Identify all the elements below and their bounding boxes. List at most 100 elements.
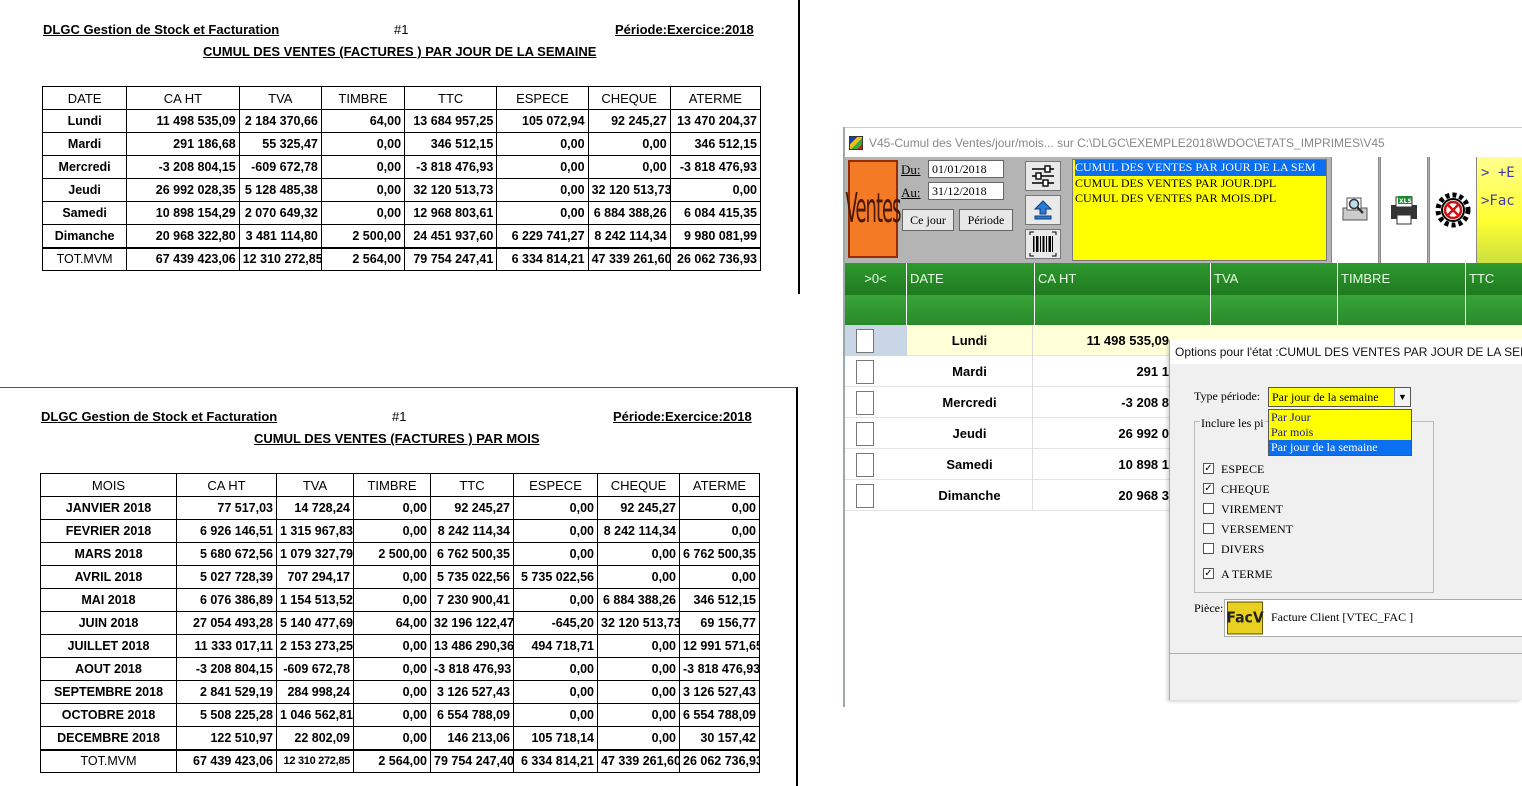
piece-field[interactable]: FacV Facture Client [VTEC_FAC ] — [1224, 599, 1522, 637]
dialog-separator — [1170, 653, 1522, 654]
column-header: TIMBRE — [353, 473, 431, 497]
report-list-item[interactable]: CUMUL DES VENTES PAR JOUR DE LA SEM — [1075, 160, 1326, 176]
table-row: MAI 2018 6 076 386,89 1 154 513,52 0,00 7 23… — [40, 588, 760, 612]
table-row: SEPTEMBRE 2018 2 841 529,19 284 998,24 0,00… — [40, 680, 760, 704]
checkbox-box[interactable]: ✓ — [1203, 568, 1214, 579]
report-company: DLGC Gestion de Stock et Facturation — [41, 409, 278, 424]
total-cell: 6 334 814,21 — [496, 246, 589, 271]
row-label: DECEMBRE 2018 — [40, 726, 177, 750]
dropdown-option-par-jour[interactable]: Par Jour — [1271, 410, 1311, 424]
grid-cell-ca-ht: 20 968 3 — [1118, 488, 1169, 503]
row-checkbox[interactable] — [856, 484, 874, 508]
row-checkbox[interactable] — [856, 329, 874, 353]
report-list-item[interactable]: CUMUL DES VENTES PAR JOUR.DPL — [1075, 175, 1277, 190]
app-icon — [849, 136, 863, 150]
table-cell: 2 841 529,19 — [176, 680, 277, 704]
table-header-row: MOIS CA HT TVA TIMBRE TTC ESPECE CHEQUE ATERME — [40, 473, 760, 497]
table-cell: 0,00 — [679, 519, 760, 543]
dropdown-option-par-mois[interactable]: Par mois — [1271, 425, 1314, 439]
column-header: CHEQUE — [587, 86, 671, 110]
report-title: CUMUL DES VENTES (FACTURES ) PAR JOUR DE… — [203, 44, 597, 59]
checkbox-box[interactable]: ✓ — [1203, 483, 1214, 494]
row-checkbox[interactable] — [856, 453, 874, 477]
table-cell: -3 818 476,93 — [430, 657, 514, 681]
table-cell: 707 294,17 — [276, 565, 354, 589]
table-cell: 0,00 — [353, 519, 431, 543]
table-cell: 146 213,06 — [430, 726, 514, 750]
table-cell: 12 991 571,65 — [679, 634, 760, 658]
grid-header-date[interactable]: DATE — [907, 263, 1035, 295]
table-cell: 32 196 122,47 — [430, 611, 514, 635]
table-cell: -609 672,78 — [276, 657, 354, 681]
table-cell: 5 128 485,38 — [238, 178, 322, 202]
table-cell: 32 120 513,73 — [404, 178, 498, 202]
column-header: CA HT — [176, 473, 277, 497]
grid-header-tva[interactable]: TVA — [1211, 263, 1338, 295]
table-cell: 10 898 154,29 — [126, 201, 240, 225]
table-row: Mardi 291 186,68 55 325,47 0,00 346 512,15 0,… — [41, 132, 762, 156]
checkbox-label: VIREMENT — [1221, 502, 1283, 516]
chevron-down-icon[interactable]: ▼ — [1394, 388, 1410, 406]
svg-text:XLS: XLS — [1399, 198, 1412, 205]
window-title: V45-Cumul des Ventes/jour/mois... sur C:… — [869, 136, 1385, 150]
right-info-line: >Fac — [1481, 193, 1515, 209]
dropdown-option-par-jour-semaine[interactable]: Par jour de la semaine — [1269, 440, 1411, 455]
checkbox-box[interactable] — [1203, 503, 1214, 514]
type-periode-dropdown[interactable]: Par Jour Par mois Par jour de la semaine — [1268, 409, 1412, 456]
type-periode-select[interactable]: Par jour de la semaine ▼ — [1268, 387, 1411, 407]
table-cell: 0,00 — [513, 496, 598, 520]
total-cell: 12 310 272,85 — [238, 246, 322, 271]
table-cell: 24 451 937,60 — [404, 224, 498, 248]
table-cell: 0,00 — [597, 680, 680, 704]
row-label: AVRIL 2018 — [40, 565, 177, 589]
table-cell: 2 070 649,32 — [238, 201, 322, 225]
checkbox-box[interactable]: ✓ — [1203, 463, 1214, 474]
row-checkbox[interactable] — [856, 422, 874, 446]
row-checkbox[interactable] — [856, 391, 874, 415]
column-header: MOIS — [40, 473, 177, 497]
piece-value: Facture Client [VTEC_FAC ] — [1271, 610, 1414, 624]
checkbox-label: CHEQUE — [1221, 482, 1270, 496]
type-periode-value: Par jour de la semaine — [1272, 390, 1379, 404]
excel-print-icon[interactable]: XLS — [1380, 157, 1428, 263]
gear-exit-icon[interactable] — [1429, 157, 1477, 263]
au-date-field[interactable]: 31/12/2018 — [928, 182, 1004, 200]
total-row: TOT.MVM 67 439 423,06 12 310 272,85 2 564,0… — [41, 246, 762, 271]
toolbar: Ventes Du: 01/01/2018 Au: 31/12/2018 Ce … — [845, 157, 1522, 263]
grid-header-toggle[interactable]: >0< — [845, 263, 907, 295]
table-cell: 92 245,27 — [597, 496, 680, 520]
table-cell: 0,00 — [496, 132, 589, 156]
row-label: AOUT 2018 — [40, 657, 177, 681]
app-window: V45-Cumul des Ventes/jour/mois... sur C:… — [843, 127, 1522, 707]
total-cell: 67 439 423,06 — [176, 748, 277, 773]
checkbox-box[interactable] — [1203, 543, 1214, 554]
grid-header-timbre[interactable]: TIMBRE — [1338, 263, 1466, 295]
table-row: Jeudi 26 992 028,35 5 128 485,38 0,00 32 120… — [41, 178, 762, 202]
grid-header-ttc[interactable]: TTC — [1469, 271, 1495, 286]
barcode-icon[interactable] — [1025, 229, 1061, 259]
table-row: Samedi 10 898 154,29 2 070 649,32 0,00 12 96… — [41, 201, 762, 225]
ventes-button[interactable]: Ventes — [846, 160, 901, 258]
report-list[interactable]: CUMUL DES VENTES PAR JOUR DE LA SEM CUMU… — [1072, 159, 1327, 261]
table-row: FEVRIER 2018 6 926 146,51 1 315 967,83 0,00… — [40, 519, 760, 543]
checkbox-box[interactable] — [1203, 523, 1214, 534]
table-cell: 0,00 — [597, 657, 680, 681]
du-date-field[interactable]: 01/01/2018 — [928, 160, 1004, 178]
print-preview-icon[interactable] — [1331, 157, 1379, 263]
report-list-item[interactable]: CUMUL DES VENTES PAR MOIS.DPL — [1075, 191, 1277, 205]
settings-sliders-icon[interactable] — [1025, 161, 1061, 191]
table-cell: 6 084 415,35 — [669, 201, 762, 225]
window-titlebar[interactable]: V45-Cumul des Ventes/jour/mois... sur C:… — [845, 127, 1522, 157]
table-cell: 2 500,00 — [320, 224, 406, 248]
table-cell: 0,00 — [597, 703, 680, 727]
ce-jour-button[interactable]: Ce jour — [902, 209, 954, 231]
table-cell: 0,00 — [679, 496, 760, 520]
upload-icon[interactable] — [1025, 195, 1061, 225]
table-cell: 0,00 — [353, 565, 431, 589]
grid-header-ca-ht[interactable]: CA HT — [1035, 263, 1211, 295]
table-cell: 6 926 146,51 — [176, 519, 277, 543]
table-cell: 2 153 273,25 — [276, 634, 354, 658]
row-checkbox[interactable] — [856, 360, 874, 384]
table-cell: 0,00 — [513, 680, 598, 704]
periode-button[interactable]: Période — [959, 209, 1013, 231]
